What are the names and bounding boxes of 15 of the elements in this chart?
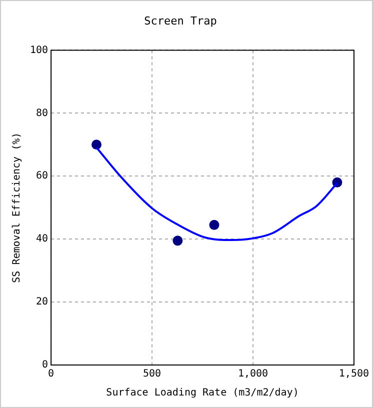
- y-tick-label: 100: [30, 44, 48, 56]
- x-axis-title: Surface Loading Rate (m3/m2/day): [106, 388, 299, 399]
- y-tick-label: 60: [36, 170, 48, 182]
- x-tick-label: 1,500: [338, 368, 370, 380]
- x-tick-label: 500: [142, 368, 162, 380]
- y-tick-label: 80: [36, 108, 48, 119]
- point: [91, 140, 102, 150]
- y-tick-label: 20: [36, 296, 48, 308]
- x-tick-label: 1,000: [238, 368, 268, 380]
- y-axis-title: SS Removal Efficiency (%): [12, 132, 23, 283]
- point: [172, 236, 183, 246]
- point: [209, 220, 220, 230]
- y-tick-label: 40: [36, 234, 48, 245]
- chart-title: Screen Trap: [144, 14, 217, 28]
- y-tick-label: 0: [42, 360, 48, 371]
